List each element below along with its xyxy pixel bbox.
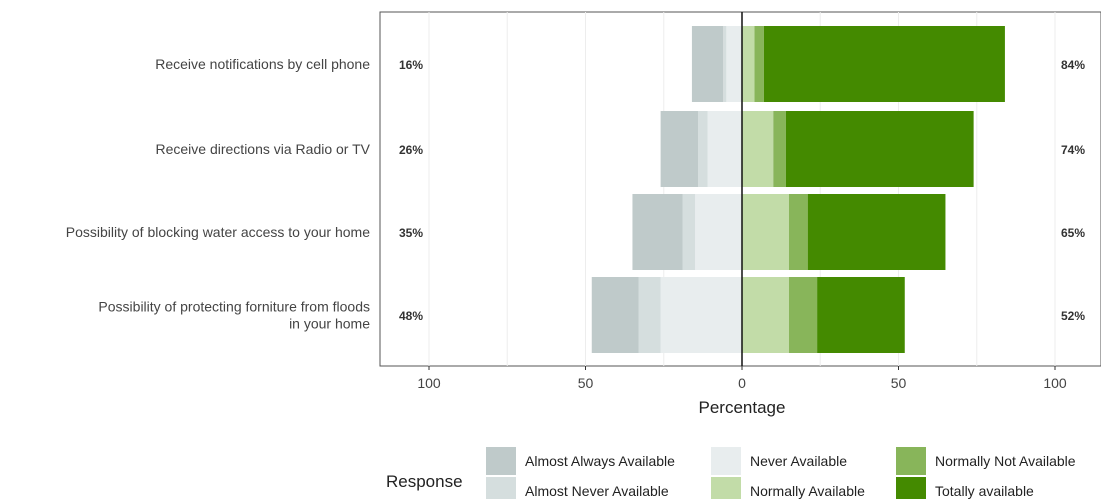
left-total-label: 35% — [399, 226, 423, 240]
category-label: in your home — [289, 316, 370, 332]
legend-swatch — [896, 477, 926, 499]
bar-segment — [695, 194, 742, 270]
bar-segment — [785, 111, 974, 187]
x-tick-label: 100 — [417, 375, 441, 391]
left-total-label: 48% — [399, 309, 423, 323]
legend-label: Almost Never Available — [525, 483, 669, 499]
bar-segment — [754, 26, 764, 102]
legend-swatch — [711, 477, 741, 499]
right-total-label: 84% — [1061, 58, 1085, 72]
x-tick-label: 100 — [1043, 375, 1067, 391]
bar-segment — [773, 111, 786, 187]
bar-segment — [638, 277, 661, 353]
bar-segment — [632, 194, 683, 270]
bar-segment — [691, 26, 724, 102]
bar-segment — [698, 111, 708, 187]
bar-segment — [660, 277, 742, 353]
right-total-label: 65% — [1061, 226, 1085, 240]
bar-segment — [726, 26, 742, 102]
bar-segment — [707, 111, 742, 187]
bar-segment — [682, 194, 696, 270]
legend-swatch — [486, 447, 516, 475]
bar-segment — [742, 277, 789, 353]
bar-segment — [742, 194, 789, 270]
legend-swatch — [711, 447, 741, 475]
bar-segment — [807, 194, 946, 270]
category-label: Receive notifications by cell phone — [155, 56, 370, 72]
legend-swatch — [896, 447, 926, 475]
bar-segment — [742, 111, 774, 187]
bar-segment — [723, 26, 727, 102]
x-tick-label: 0 — [738, 375, 746, 391]
category-label: Receive directions via Radio or TV — [155, 141, 370, 157]
legend-label: Normally Available — [750, 483, 865, 499]
legend-label: Totally available — [935, 483, 1034, 499]
bar-segment — [660, 111, 699, 187]
bar-segment — [788, 277, 818, 353]
legend-swatch — [486, 477, 516, 499]
left-total-label: 16% — [399, 58, 423, 72]
bar-segment — [788, 194, 808, 270]
legend-label: Normally Not Available — [935, 453, 1076, 469]
bar-segment — [742, 26, 755, 102]
legend-title: Response — [386, 472, 463, 491]
right-total-label: 52% — [1061, 309, 1085, 323]
category-label: Possibility of blocking water access to … — [66, 224, 370, 240]
category-label: Possibility of protecting forniture from… — [98, 299, 370, 315]
right-total-label: 74% — [1061, 143, 1085, 157]
x-tick-label: 50 — [578, 375, 594, 391]
legend-label: Almost Always Available — [525, 453, 675, 469]
x-axis-title: Percentage — [699, 398, 786, 417]
bar-segment — [817, 277, 905, 353]
x-tick-label: 50 — [891, 375, 907, 391]
left-total-label: 26% — [399, 143, 423, 157]
bar-segment — [763, 26, 1005, 102]
bar-segment — [591, 277, 639, 353]
legend-label: Never Available — [750, 453, 847, 469]
